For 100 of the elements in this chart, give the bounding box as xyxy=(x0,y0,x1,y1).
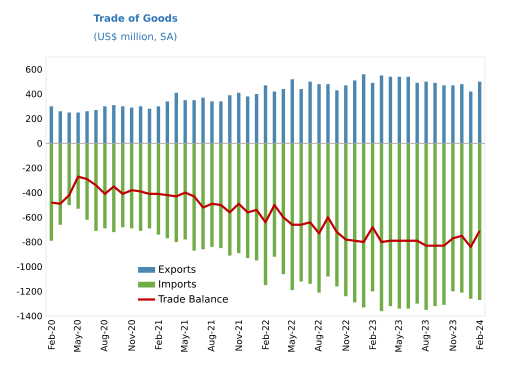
bar xyxy=(192,100,196,144)
bar xyxy=(398,143,402,309)
x-tick-label: May-20 xyxy=(74,320,82,352)
x-tick-label: Aug-23 xyxy=(422,320,430,352)
bar xyxy=(138,143,142,231)
bar xyxy=(353,80,356,144)
bar xyxy=(272,92,276,144)
bar xyxy=(451,143,455,292)
bar xyxy=(335,90,339,144)
bar xyxy=(50,143,54,241)
bar xyxy=(50,106,54,144)
y-tick-label: -1000 xyxy=(16,263,42,270)
bar xyxy=(478,82,482,144)
x-tick-label: Aug-21 xyxy=(208,320,216,352)
x-tick-label: Feb-22 xyxy=(262,320,269,350)
bar xyxy=(121,143,124,228)
bar xyxy=(370,82,374,144)
bar xyxy=(282,143,286,274)
bar xyxy=(335,143,339,286)
bar xyxy=(254,94,258,144)
y-tick-label: -200 xyxy=(22,164,42,172)
bar xyxy=(130,108,134,144)
bar xyxy=(344,85,348,144)
bar xyxy=(362,74,366,144)
bar xyxy=(138,106,142,144)
bar xyxy=(103,143,107,228)
x-tick-label: May-23 xyxy=(395,320,404,352)
bar xyxy=(76,112,80,144)
y-tick-label: 600 xyxy=(26,66,42,73)
x-tick-label: Nov-21 xyxy=(235,320,242,351)
bar xyxy=(156,143,160,235)
legend-label: Imports xyxy=(159,280,196,290)
bar xyxy=(424,82,428,144)
bar xyxy=(156,106,160,144)
y-tick-label: -800 xyxy=(22,238,42,246)
bar xyxy=(246,96,250,144)
x-tick-label: May-22 xyxy=(288,320,297,352)
x-tick-label: Feb-20 xyxy=(48,320,55,350)
bar xyxy=(76,143,80,209)
bar xyxy=(388,143,392,306)
bar xyxy=(228,143,232,256)
bar xyxy=(282,89,286,144)
y-tick-label: 400 xyxy=(26,90,42,98)
bar xyxy=(246,143,250,258)
bar xyxy=(299,143,303,282)
bar xyxy=(478,143,482,300)
y-tick-label: -400 xyxy=(22,189,42,196)
bar xyxy=(68,143,71,205)
x-tick-label: Nov-22 xyxy=(342,320,350,351)
chart-title: Trade of Goods xyxy=(94,14,178,22)
bar xyxy=(219,143,223,248)
bar xyxy=(112,143,116,232)
y-tick-label: -1400 xyxy=(16,312,42,320)
bar xyxy=(308,82,312,144)
bar xyxy=(299,89,303,144)
bar xyxy=(166,143,170,238)
bar xyxy=(237,92,240,144)
bar xyxy=(308,143,312,284)
bar xyxy=(254,143,258,260)
bar xyxy=(451,85,455,144)
bar xyxy=(290,79,294,144)
bar xyxy=(460,84,464,144)
y-tick-label: 0 xyxy=(37,140,42,147)
bar xyxy=(370,143,374,292)
legend-label: Exports xyxy=(159,266,196,275)
x-tick-label: Feb-23 xyxy=(369,320,376,350)
bar xyxy=(353,143,356,302)
bar xyxy=(398,76,402,144)
bar xyxy=(166,101,170,144)
bar xyxy=(362,143,366,308)
bar xyxy=(237,143,240,254)
bar xyxy=(130,143,134,228)
bar xyxy=(290,143,294,290)
bar xyxy=(103,106,107,144)
x-tick-label: Nov-23 xyxy=(449,320,456,351)
bar xyxy=(219,101,223,144)
bar xyxy=(406,143,410,309)
bar xyxy=(388,76,392,144)
bar xyxy=(415,143,419,304)
chart-subtitle: (US$ million, SA) xyxy=(94,32,176,42)
x-tick-label: Feb-24 xyxy=(476,320,484,350)
bar xyxy=(272,143,276,257)
bar xyxy=(174,92,178,144)
x-tick-label: May-21 xyxy=(180,320,190,352)
bar xyxy=(469,92,472,144)
bar xyxy=(121,106,124,144)
bar xyxy=(424,143,428,310)
x-tick-label: Nov-20 xyxy=(128,320,136,351)
bar xyxy=(415,82,419,144)
bar xyxy=(68,112,71,144)
y-tick-label: -1200 xyxy=(16,288,42,295)
x-tick-label: Aug-22 xyxy=(314,320,324,352)
bar xyxy=(184,100,187,144)
bar xyxy=(469,143,472,299)
bar xyxy=(184,143,187,240)
x-tick-label: Aug-20 xyxy=(100,320,110,352)
bar xyxy=(406,76,410,144)
y-tick-label: 200 xyxy=(26,115,42,122)
y-tick-label: -600 xyxy=(22,214,42,221)
bar xyxy=(58,143,62,225)
